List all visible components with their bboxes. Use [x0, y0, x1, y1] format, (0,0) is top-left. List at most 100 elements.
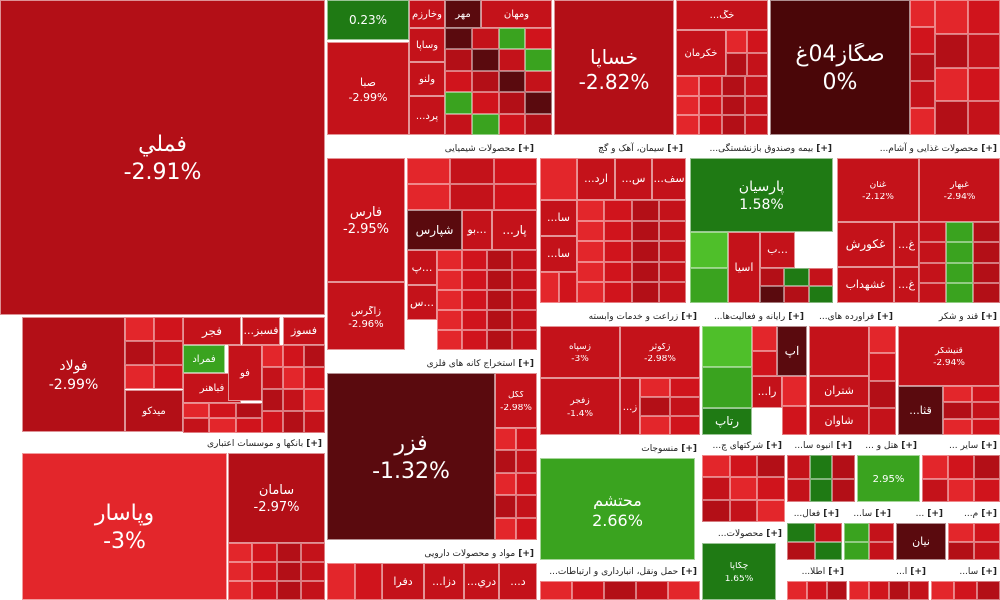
stock-tile-small[interactable] — [757, 477, 785, 500]
stock-tile-small[interactable] — [670, 378, 700, 397]
stock-tile-small[interactable] — [948, 455, 974, 479]
stock-tile-small[interactable] — [922, 455, 948, 479]
stock-tile-small[interactable] — [487, 330, 512, 350]
stock-tile[interactable] — [809, 326, 869, 376]
stock-tile-small[interactable] — [699, 115, 722, 135]
expand-toggle[interactable]: [+] — [667, 144, 683, 154]
stock-tile-small[interactable] — [407, 184, 451, 210]
stock-tile-small[interactable] — [787, 478, 810, 502]
stock-tile-small[interactable] — [209, 403, 236, 418]
expand-toggle[interactable]: [+] — [816, 144, 832, 154]
stock-tile-small[interactable] — [946, 282, 973, 303]
stock-tile-small[interactable] — [722, 115, 745, 135]
stock-tile-small[interactable] — [512, 250, 537, 270]
expand-toggle[interactable]: [+] — [981, 312, 997, 322]
stock-tile[interactable]: س... — [407, 285, 437, 320]
stock-tile-small[interactable] — [948, 541, 974, 560]
stock-tile-small[interactable] — [973, 242, 1000, 263]
stock-tile-small[interactable] — [572, 581, 604, 600]
stock-tile[interactable]: ...پار — [492, 210, 537, 250]
stock-tile-small[interactable] — [919, 222, 946, 243]
stock-tile-small[interactable] — [808, 285, 833, 303]
expand-toggle[interactable]: [+] — [766, 529, 782, 539]
expand-toggle[interactable]: [+] — [981, 567, 997, 577]
stock-tile-small[interactable] — [525, 28, 552, 50]
stock-tile-small[interactable] — [445, 28, 472, 50]
stock-tile-small[interactable] — [726, 53, 747, 76]
stock-tile[interactable]: ...سا — [540, 236, 577, 272]
stock-tile-small[interactable] — [787, 523, 815, 542]
stock-tile[interactable]: صگاز04غ 0% — [770, 0, 910, 135]
stock-tile-small[interactable] — [183, 418, 210, 433]
stock-tile-small[interactable] — [437, 330, 462, 350]
expand-toggle[interactable]: [+] — [877, 312, 893, 322]
stock-tile-small[interactable] — [445, 49, 472, 71]
stock-tile-small[interactable] — [495, 472, 516, 496]
stock-tile-small[interactable] — [757, 455, 785, 478]
stock-tile[interactable]: 2.95% — [857, 455, 920, 502]
stock-tile-small[interactable] — [604, 581, 636, 600]
stock-tile-small[interactable] — [760, 268, 785, 286]
stock-tile[interactable]: 0.23% — [327, 0, 409, 40]
stock-tile-small[interactable] — [757, 499, 785, 522]
stock-tile[interactable]: فمراد — [183, 345, 225, 373]
stock-tile-small[interactable] — [702, 367, 752, 408]
stock-tile-small[interactable] — [869, 380, 896, 408]
stock-tile-small[interactable] — [910, 81, 935, 108]
stock-tile[interactable]: صبا -2.99% — [327, 42, 409, 135]
stock-tile-small[interactable] — [974, 541, 1000, 560]
stock-tile-small[interactable] — [943, 418, 972, 435]
stock-tile[interactable]: ومهان — [481, 0, 552, 28]
stock-tile-small[interactable] — [807, 581, 827, 600]
stock-tile-small[interactable] — [262, 411, 283, 433]
stock-tile-small[interactable] — [471, 70, 499, 93]
stock-tile-small[interactable] — [471, 28, 499, 50]
expand-toggle[interactable]: [+] — [981, 441, 997, 451]
stock-tile-small[interactable] — [670, 416, 700, 435]
stock-tile-small[interactable] — [729, 455, 758, 478]
stock-tile[interactable]: قنیشکر -2.94% — [898, 326, 1000, 386]
stock-tile[interactable]: ...س — [615, 158, 652, 200]
stock-tile-small[interactable] — [729, 477, 758, 500]
stock-tile-small[interactable] — [252, 543, 277, 562]
stock-tile-small[interactable] — [495, 450, 516, 473]
stock-tile-small[interactable] — [676, 115, 699, 135]
stock-tile-small[interactable] — [844, 523, 869, 542]
stock-tile-small[interactable] — [540, 272, 559, 303]
stock-tile-small[interactable] — [516, 472, 537, 496]
stock-tile-small[interactable] — [631, 220, 659, 242]
stock-tile[interactable]: فولاد -2.99% — [22, 317, 125, 432]
expand-toggle[interactable]: [+] — [518, 144, 534, 154]
stock-tile-small[interactable] — [752, 326, 777, 351]
stock-tile-small[interactable] — [262, 367, 283, 389]
stock-tile-small[interactable] — [498, 113, 526, 135]
stock-tile-small[interactable] — [437, 270, 462, 290]
stock-tile-small[interactable] — [910, 108, 935, 135]
stock-tile-small[interactable] — [967, 67, 1000, 102]
stock-tile[interactable]: ...خگ — [676, 0, 768, 30]
stock-tile-small[interactable] — [445, 70, 472, 93]
stock-tile-small[interactable] — [931, 581, 954, 600]
stock-tile-small[interactable] — [577, 282, 605, 303]
stock-tile-small[interactable] — [752, 351, 777, 376]
stock-tile[interactable]: ...دزا — [424, 563, 464, 600]
stock-tile-small[interactable] — [228, 562, 253, 581]
stock-tile-small[interactable] — [832, 455, 855, 479]
stock-tile-small[interactable] — [235, 418, 262, 433]
expand-toggle[interactable]: [+] — [910, 567, 926, 577]
stock-tile[interactable]: آپ — [777, 326, 807, 376]
stock-tile-small[interactable] — [889, 581, 909, 600]
stock-tile[interactable]: زکوثر -2.98% — [620, 326, 700, 378]
stock-tile-small[interactable] — [604, 261, 632, 283]
expand-toggle[interactable]: [+] — [836, 441, 852, 451]
stock-tile-small[interactable] — [577, 220, 605, 242]
stock-tile[interactable]: ولنو — [409, 62, 445, 96]
stock-tile-small[interactable] — [304, 411, 325, 433]
stock-tile-small[interactable] — [967, 33, 1000, 68]
stock-tile[interactable]: پ... — [407, 250, 437, 285]
expand-toggle[interactable]: [+] — [681, 567, 697, 577]
stock-tile-small[interactable] — [814, 541, 842, 560]
stock-tile-small[interactable] — [909, 581, 929, 600]
stock-tile-small[interactable] — [437, 290, 462, 310]
stock-tile-small[interactable] — [869, 581, 889, 600]
